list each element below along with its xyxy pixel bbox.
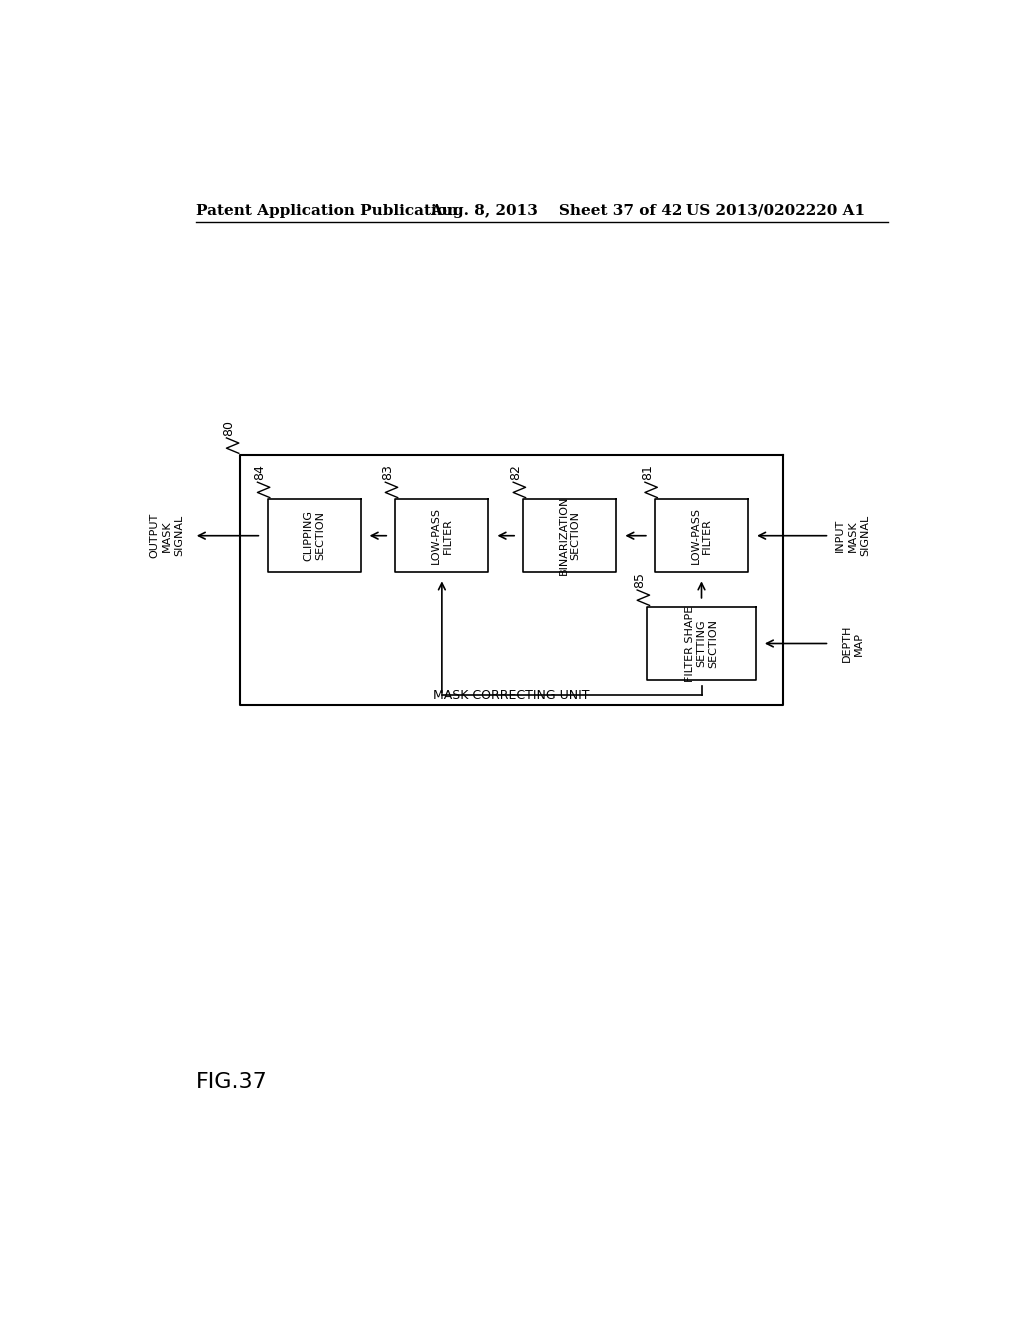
Text: 81: 81 [641,465,653,480]
Text: Patent Application Publication: Patent Application Publication [197,203,458,218]
Text: US 2013/0202220 A1: US 2013/0202220 A1 [686,203,865,218]
Text: MASK CORRECTING UNIT: MASK CORRECTING UNIT [433,689,590,702]
Text: LOW-PASS
FILTER: LOW-PASS FILTER [431,507,453,564]
Text: DEPTH
MAP: DEPTH MAP [842,624,864,663]
Text: OUTPUT
MASK
SIGNAL: OUTPUT MASK SIGNAL [150,513,184,558]
Text: 85: 85 [633,572,646,587]
Text: LOW-PASS
FILTER: LOW-PASS FILTER [691,507,713,564]
Text: FIG.37: FIG.37 [197,1072,268,1093]
Text: CLIPPING
SECTION: CLIPPING SECTION [303,511,325,561]
Text: 80: 80 [222,420,236,436]
Text: 84: 84 [253,465,266,480]
Text: FILTER SHAPE
SETTING
SECTION: FILTER SHAPE SETTING SECTION [685,606,718,681]
Text: 82: 82 [509,465,522,480]
Text: 83: 83 [381,465,394,480]
Text: BINARIZATION
SECTION: BINARIZATION SECTION [559,496,581,576]
Text: INPUT
MASK
SIGNAL: INPUT MASK SIGNAL [836,515,870,556]
Text: Aug. 8, 2013    Sheet 37 of 42: Aug. 8, 2013 Sheet 37 of 42 [430,203,683,218]
